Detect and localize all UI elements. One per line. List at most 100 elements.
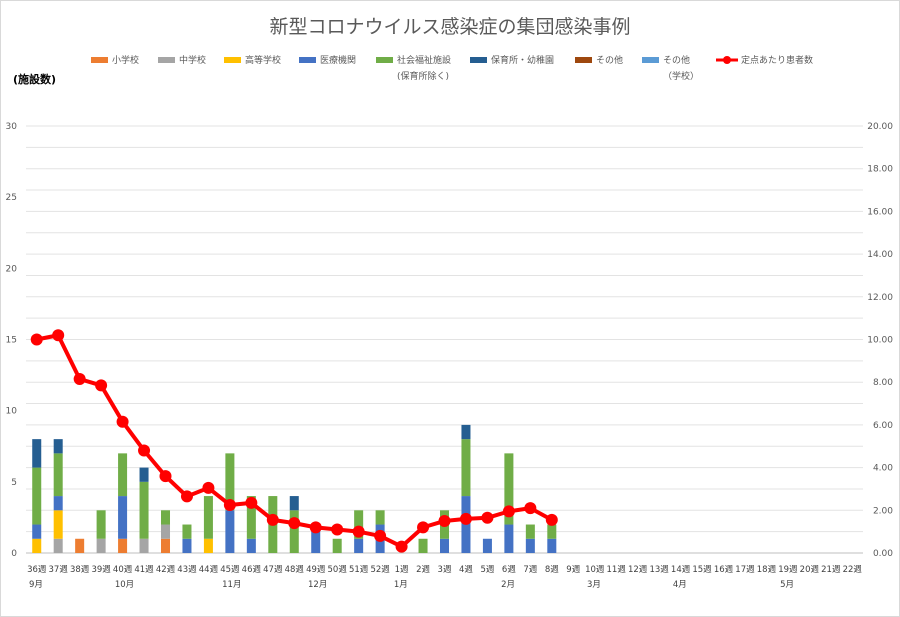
x-tick-label: 9週 xyxy=(566,565,580,575)
legend-swatch xyxy=(376,57,393,63)
legend-label: 定点あたり患者数 xyxy=(741,54,813,66)
right-tick-label: 14.00 xyxy=(867,250,893,260)
line-point xyxy=(524,502,537,515)
bar-segment xyxy=(525,524,535,539)
bar-segment xyxy=(160,524,171,539)
right-tick-label: 16.00 xyxy=(867,207,893,217)
right-tick-label: 6.00 xyxy=(873,421,893,431)
bar-segment xyxy=(96,510,106,539)
x-tick-label: 4週 xyxy=(459,565,473,575)
bar-segment xyxy=(139,467,149,482)
month-label: 2月 xyxy=(501,580,515,590)
x-tick-label: 15週 xyxy=(692,565,712,575)
bar-segment xyxy=(547,538,557,553)
month-label: 12月 xyxy=(308,580,327,590)
right-tick-label: 8.00 xyxy=(873,378,893,388)
bar-segment xyxy=(118,538,128,553)
legend-label: 保育所・幼稚園 xyxy=(491,54,554,66)
legend-label: 高等学校 xyxy=(245,54,281,66)
bar-segment xyxy=(225,510,235,553)
legend-label-line2: （学校） xyxy=(663,70,699,82)
left-tick-label: 25 xyxy=(6,193,17,203)
legend-swatch xyxy=(158,57,175,63)
month-label: 10月 xyxy=(115,580,134,590)
x-tick-label: 39週 xyxy=(91,565,111,575)
patients-per-site-line xyxy=(30,329,558,553)
left-axis-ticks: 0 5 10 15 20 25 30 xyxy=(6,122,18,559)
line-point xyxy=(266,513,279,526)
line-point xyxy=(331,523,344,536)
x-tick-label: 21週 xyxy=(821,565,841,575)
legend-label: その他 xyxy=(663,54,690,66)
month-label: 1月 xyxy=(394,580,408,590)
month-label: 3月 xyxy=(587,580,601,590)
bar-segment xyxy=(53,439,63,454)
x-tick-label: 45週 xyxy=(220,565,240,575)
bar-segment xyxy=(461,424,471,440)
x-tick-label: 19週 xyxy=(778,565,798,575)
line-point xyxy=(180,490,193,503)
right-tick-label: 10.00 xyxy=(867,336,893,346)
left-tick-label: 30 xyxy=(6,122,18,132)
bar-segment xyxy=(203,496,213,539)
x-tick-label: 42週 xyxy=(156,565,176,575)
bar-segment xyxy=(354,510,364,539)
x-tick-label: 6週 xyxy=(502,565,516,575)
x-tick-label: 14週 xyxy=(671,565,691,575)
legend-label: 小学校 xyxy=(112,54,139,66)
bar-segment xyxy=(354,538,364,553)
x-tick-label: 16週 xyxy=(714,565,734,575)
line-point xyxy=(73,372,86,385)
bar-segment xyxy=(439,538,450,553)
x-tick-label: 10週 xyxy=(585,565,605,575)
x-tick-label: 7週 xyxy=(523,565,537,575)
bar-segment xyxy=(96,538,106,553)
line-point xyxy=(52,329,65,342)
bar-segment xyxy=(160,510,171,525)
x-tick-label: 44週 xyxy=(199,565,219,575)
right-tick-label: 20.00 xyxy=(867,122,893,132)
month-label: 9月 xyxy=(29,580,43,590)
chart-title: 新型コロナウイルス感染症の集団感染事例 xyxy=(269,16,630,38)
stacked-bars xyxy=(32,424,557,553)
line-point xyxy=(159,470,172,483)
legend-label: その他 xyxy=(596,54,623,66)
line-point xyxy=(95,379,108,392)
line-point xyxy=(309,521,322,534)
x-tick-label: 22週 xyxy=(843,565,863,575)
bar-segment xyxy=(246,496,256,539)
line-point xyxy=(30,333,43,346)
bar-segment xyxy=(75,538,85,553)
line-point xyxy=(459,512,472,525)
x-tick-label: 48週 xyxy=(285,565,305,575)
bar-segment xyxy=(118,453,128,497)
x-tick-label: 36週 xyxy=(27,565,47,575)
x-tick-label: 5週 xyxy=(480,565,494,575)
line-point xyxy=(481,511,494,524)
x-tick-label: 12週 xyxy=(628,565,648,575)
x-tick-label: 49週 xyxy=(306,565,326,575)
bar-segment xyxy=(482,538,492,553)
line-point xyxy=(223,498,236,511)
x-tick-label: 18週 xyxy=(757,565,777,575)
right-tick-label: 18.00 xyxy=(867,165,893,175)
x-tick-label: 51週 xyxy=(349,565,369,575)
x-tick-label: 17週 xyxy=(735,565,755,575)
legend-swatch xyxy=(299,57,316,63)
month-label: 11月 xyxy=(222,580,241,590)
bar-segment xyxy=(289,496,299,511)
bar-segment xyxy=(547,524,557,539)
left-tick-label: 20 xyxy=(6,264,18,274)
legend-label: 中学校 xyxy=(179,54,206,66)
line-point xyxy=(352,525,365,538)
x-tick-label: 8週 xyxy=(545,565,559,575)
x-tick-label: 11週 xyxy=(607,565,627,575)
legend-swatch xyxy=(470,57,487,63)
bar-segment xyxy=(139,538,149,553)
x-tick-label: 20週 xyxy=(800,565,820,575)
bar-segment xyxy=(160,538,171,553)
bar-segment xyxy=(525,538,535,553)
x-tick-label: 41週 xyxy=(134,565,154,575)
line-point xyxy=(374,529,387,542)
